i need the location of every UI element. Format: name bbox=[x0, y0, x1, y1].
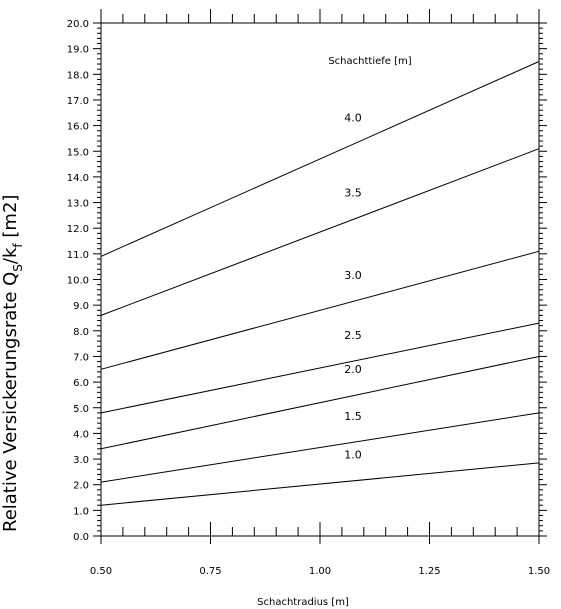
x-tick-labels: 0.50 0.75 1.00 1.25 1.50 bbox=[90, 566, 550, 577]
major-ticks bbox=[93, 9, 547, 544]
y-tick-label: 9.0 bbox=[73, 301, 89, 312]
series-label-2.5: 2.5 bbox=[344, 329, 362, 342]
y-tick-label: 14.0 bbox=[67, 173, 89, 184]
y-tick-label: 20.0 bbox=[67, 19, 89, 30]
minor-ticks bbox=[97, 14, 543, 536]
x-tick-label: 1.25 bbox=[418, 566, 440, 577]
y-tick-label: 3.0 bbox=[73, 455, 89, 466]
y-tick-label: 10.0 bbox=[67, 276, 89, 287]
series-line-3.0 bbox=[100, 250, 540, 370]
x-axis-label: Schachtradius [m] bbox=[257, 597, 349, 608]
series-line-2.5 bbox=[100, 322, 540, 414]
legend-title: Schachttiefe [m] bbox=[328, 56, 411, 67]
y-axis-label-main: Relative Versickerungsrate Q bbox=[0, 272, 21, 532]
y-axis-label-mid: /k bbox=[0, 247, 21, 264]
series-label-3.0: 3.0 bbox=[344, 269, 362, 282]
y-axis-label: Relative Versickerungsrate QS/kf [m2] bbox=[0, 195, 25, 532]
series-line-1.0 bbox=[100, 462, 540, 506]
series-label-2.0: 2.0 bbox=[344, 363, 362, 376]
plot-frame bbox=[100, 22, 540, 537]
series-lines bbox=[100, 61, 540, 506]
y-axis-label-sub1: S bbox=[11, 264, 25, 272]
series-label-3.5: 3.5 bbox=[344, 187, 362, 200]
x-tick-label: 1.00 bbox=[309, 566, 331, 577]
y-tick-label: 1.0 bbox=[73, 506, 89, 517]
y-tick-label: 16.0 bbox=[67, 122, 89, 133]
y-tick-labels: 0.0 1.0 2.0 3.0 4.0 5.0 6.0 7.0 8.0 9.0 10.0 11.0 12… bbox=[67, 19, 89, 543]
y-tick-label: 2.0 bbox=[73, 481, 89, 492]
series-label-4.0: 4.0 bbox=[344, 111, 362, 124]
x-tick-label: 1.50 bbox=[528, 566, 550, 577]
series-labels: 1.0 1.5 2.0 2.5 3.0 3.5 4.0 bbox=[344, 111, 362, 461]
series-label-1.5: 1.5 bbox=[344, 410, 362, 423]
series-line-2.0 bbox=[100, 356, 540, 450]
y-axis-label-unit: [m2] bbox=[0, 195, 21, 244]
y-tick-label: 0.0 bbox=[73, 532, 89, 543]
y-tick-label: 19.0 bbox=[67, 45, 89, 56]
series-label-1.0: 1.0 bbox=[344, 449, 362, 462]
y-tick-label: 6.0 bbox=[73, 378, 89, 389]
series-line-1.5 bbox=[100, 412, 540, 483]
y-tick-label: 8.0 bbox=[73, 327, 89, 338]
x-tick-label: 0.50 bbox=[90, 566, 112, 577]
y-tick-label: 13.0 bbox=[67, 199, 89, 210]
y-tick-label: 5.0 bbox=[73, 404, 89, 415]
x-tick-label: 0.75 bbox=[199, 566, 221, 577]
y-tick-label: 12.0 bbox=[67, 224, 89, 235]
y-tick-label: 11.0 bbox=[67, 250, 89, 261]
y-axis-label-sub2: f bbox=[11, 243, 25, 248]
y-tick-label: 15.0 bbox=[67, 147, 89, 158]
y-tick-label: 17.0 bbox=[67, 96, 89, 107]
y-tick-label: 18.0 bbox=[67, 70, 89, 81]
y-tick-label: 4.0 bbox=[73, 429, 89, 440]
y-tick-label: 7.0 bbox=[73, 352, 89, 363]
series-line-3.5 bbox=[100, 148, 540, 316]
series-line-4.0 bbox=[100, 61, 540, 257]
